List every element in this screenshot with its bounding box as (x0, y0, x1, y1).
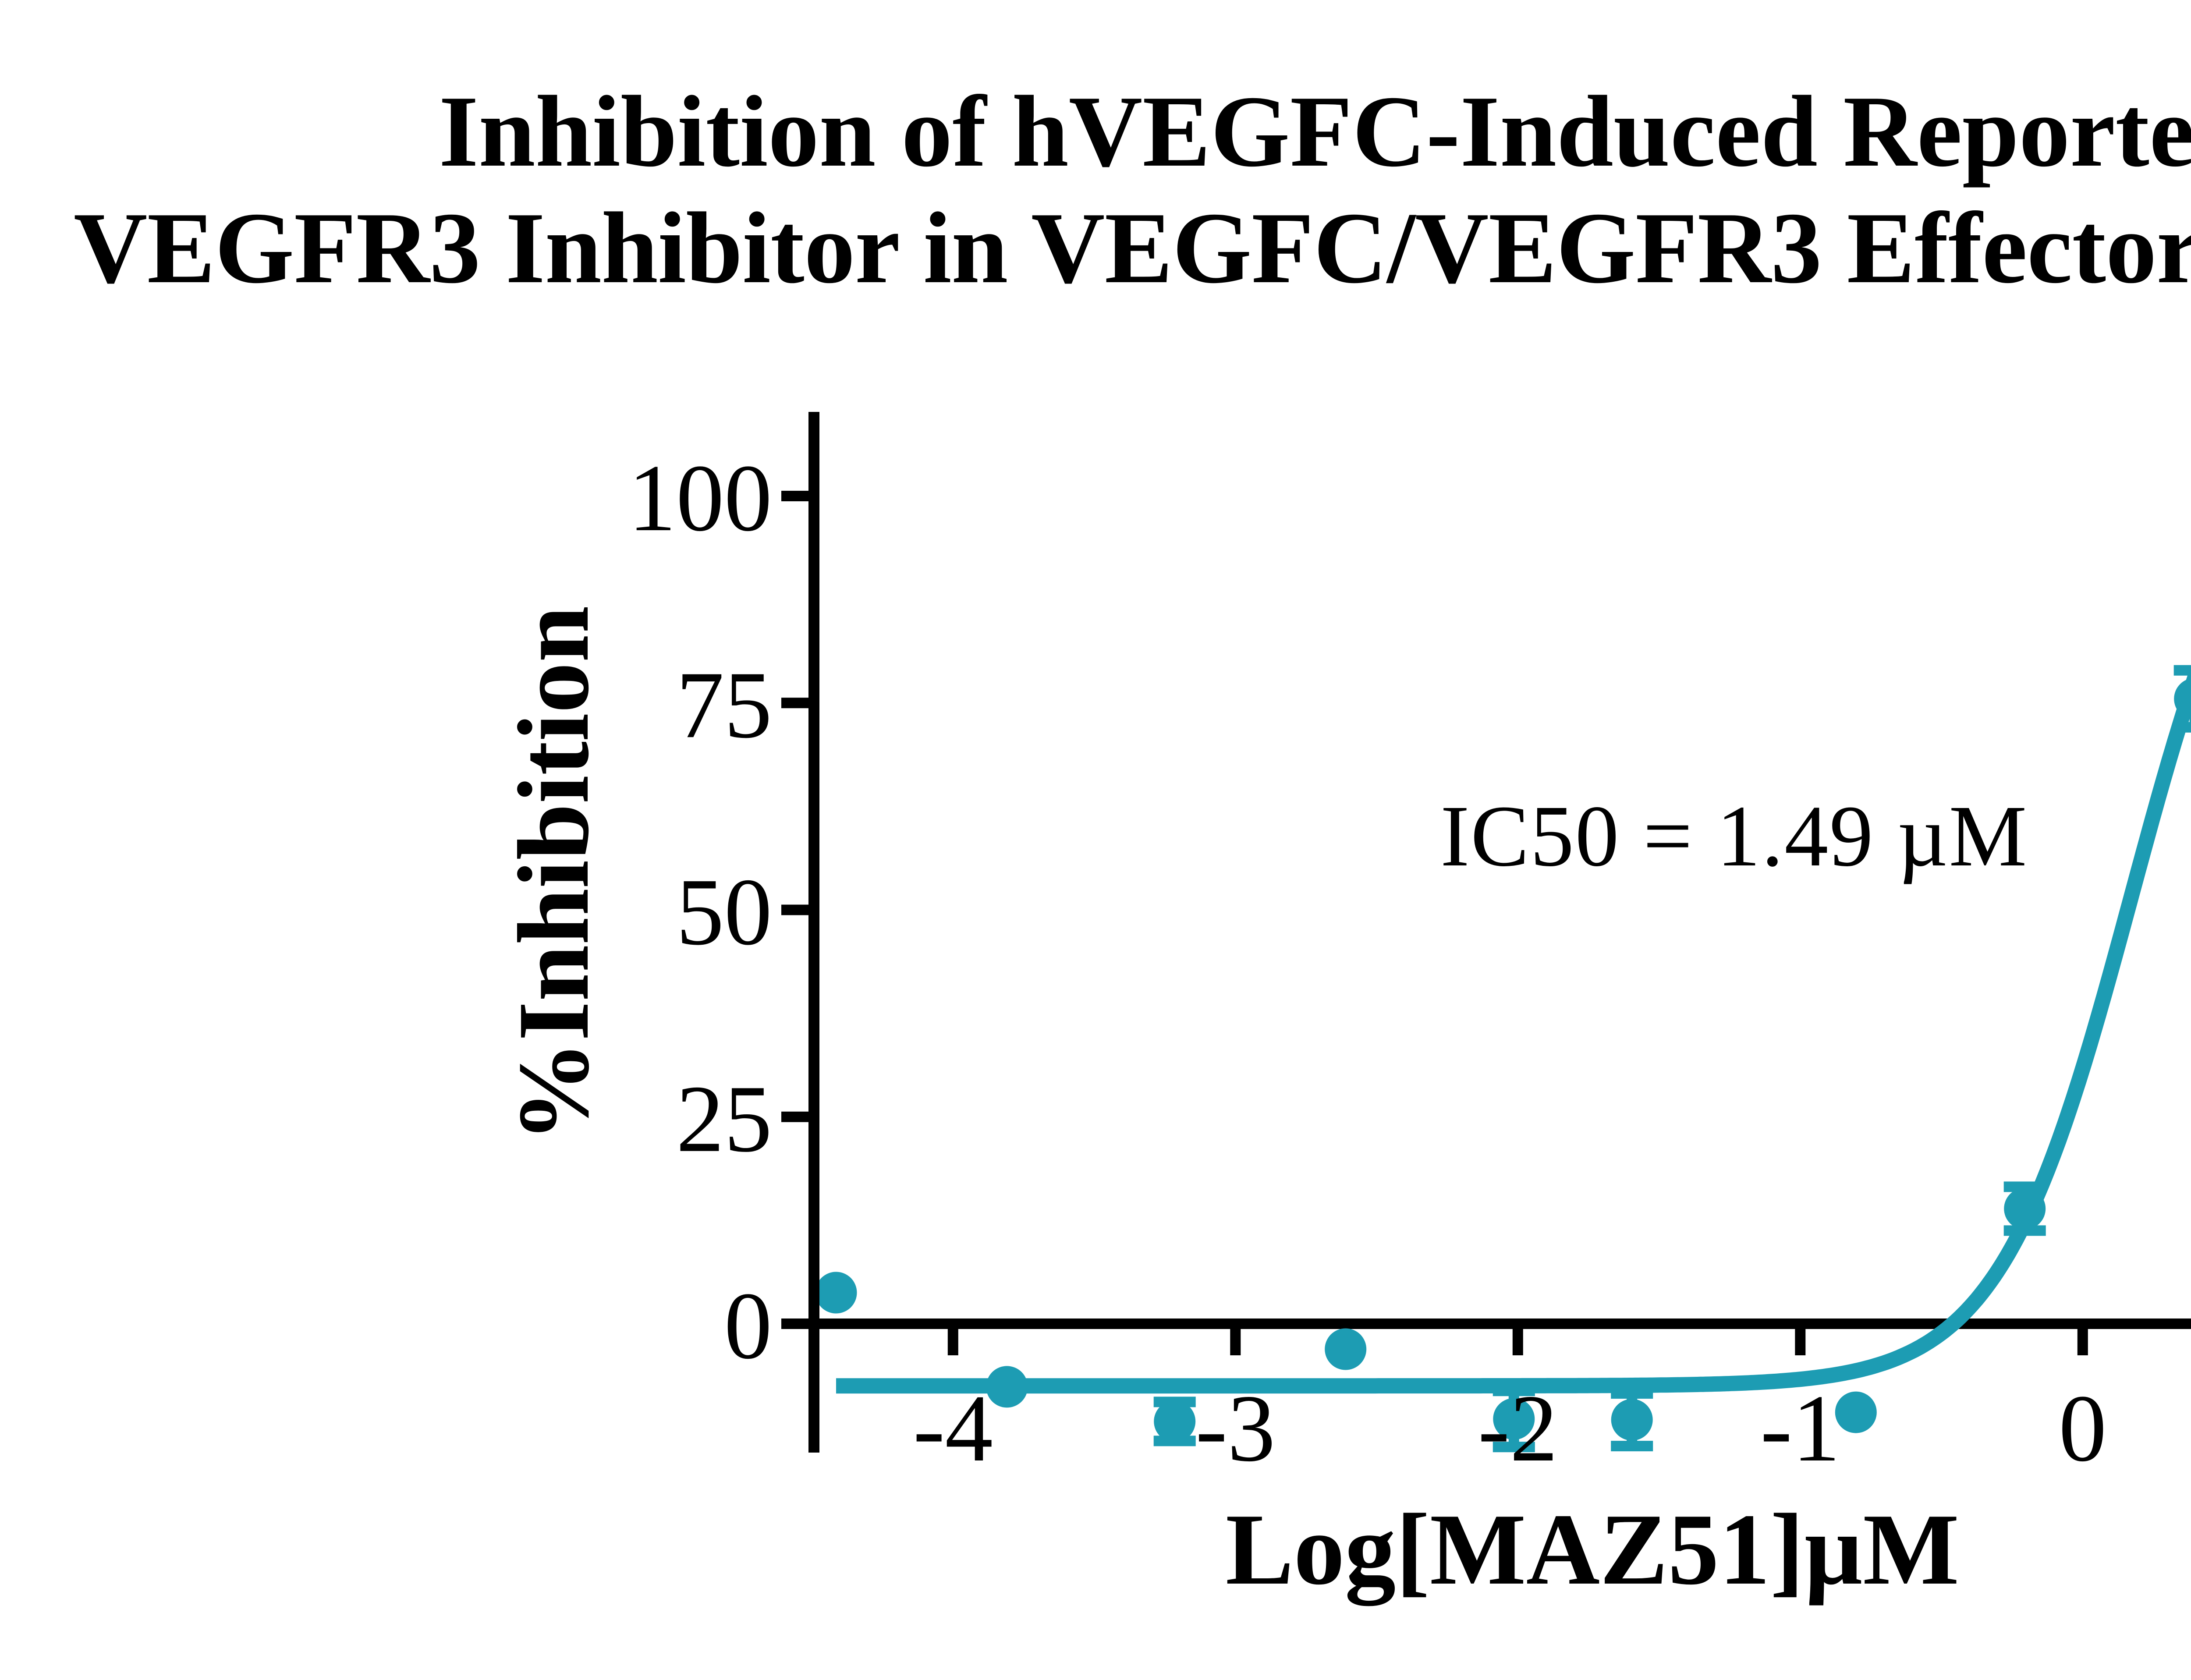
svg-text:VEGFR3 Inhibitor in VEGFC/VEGF: VEGFR3 Inhibitor in VEGFC/VEGFR3 Effecto… (74, 181, 2191, 305)
svg-text:-2: -2 (1478, 1375, 1558, 1482)
svg-text:100: 100 (628, 445, 773, 551)
svg-text:%Inhibition: %Inhibition (497, 606, 610, 1142)
svg-text:IC50 = 1.49 µM: IC50 = 1.49 µM (1440, 788, 2028, 885)
svg-text:0: 0 (724, 1273, 773, 1379)
svg-text:75: 75 (676, 652, 772, 758)
svg-text:50: 50 (676, 859, 772, 965)
svg-text:25: 25 (676, 1066, 772, 1172)
svg-text:-3: -3 (1195, 1375, 1275, 1482)
svg-text:Log[MAZ51]µM: Log[MAZ51]µM (1226, 1493, 1959, 1606)
svg-text:-4: -4 (913, 1375, 993, 1482)
svg-text:-1: -1 (1760, 1375, 1840, 1482)
svg-text:0: 0 (2059, 1375, 2107, 1482)
svg-text:Inhibition of hVEGFC-Induced R: Inhibition of hVEGFC-Induced Reporter Ac… (439, 75, 2191, 188)
